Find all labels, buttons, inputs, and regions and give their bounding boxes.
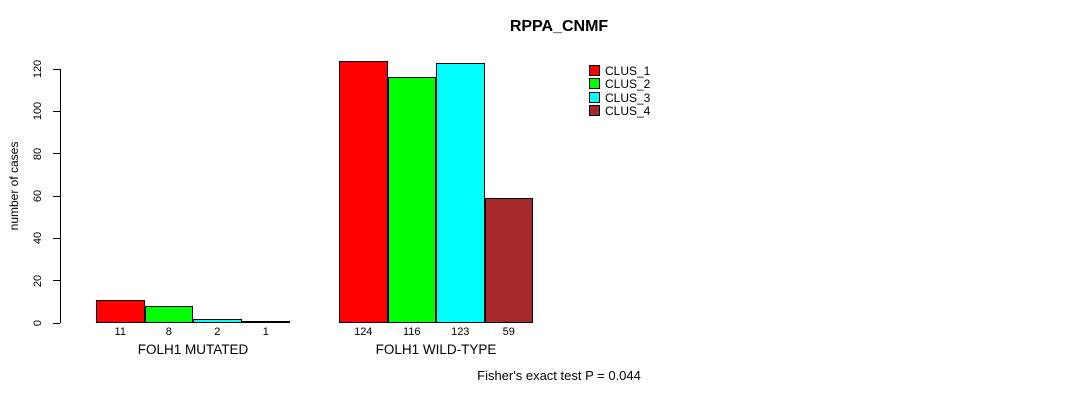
bar-value-label: 11 [114, 326, 126, 338]
group-label: FOLH1 MUTATED [137, 342, 249, 357]
bar-clus_4-folh1-wild-type [484, 198, 533, 323]
legend-swatch-clus_1 [589, 65, 600, 76]
legend-label-clus_4: CLUS_4 [605, 104, 651, 119]
y-axis-tick-label: 100 [32, 102, 44, 121]
legend-swatch-clus_3 [589, 91, 600, 103]
bar-value-label: 2 [214, 326, 221, 338]
y-axis-tick-label: 120 [32, 59, 44, 79]
bar-clus_3-folh1-wild-type [436, 62, 485, 323]
legend-label-clus_1: CLUS_1 [605, 64, 651, 78]
y-axis-tick [53, 153, 60, 155]
bar-value-label: 1 [262, 326, 269, 338]
bar-clus_4-folh1-mutated [241, 320, 290, 323]
bar-clus_1-folh1-wild-type [339, 60, 388, 323]
bar-clus_1-folh1-mutated [96, 299, 145, 323]
y-axis-tick [53, 68, 60, 70]
y-axis-tick-label: 80 [32, 147, 44, 160]
bar-value-label: 123 [451, 326, 470, 338]
bar-clus_2-folh1-mutated [144, 306, 193, 323]
bar-clus_2-folh1-wild-type [387, 77, 436, 323]
bar-value-label: 59 [502, 326, 515, 338]
y-axis-tick-label: 40 [32, 232, 44, 245]
bar-clus_3-folh1-mutated [193, 318, 242, 323]
y-axis-tick-label: 60 [32, 189, 44, 203]
y-axis-title: number of cases [7, 141, 21, 231]
y-axis-tick-label: 0 [32, 319, 44, 327]
bar-value-label: 8 [165, 326, 172, 338]
y-axis-tick [53, 195, 60, 197]
group-label: FOLH1 WILD-TYPE [375, 342, 497, 357]
legend-swatch-clus_4 [589, 105, 600, 117]
y-axis-line [60, 69, 61, 323]
legend-label-clus_2: CLUS_2 [605, 77, 651, 92]
legend-swatch-clus_2 [589, 78, 600, 90]
y-axis-tick [53, 237, 60, 239]
y-axis-tick-label: 20 [32, 274, 44, 287]
bar-value-label: 124 [354, 326, 373, 338]
y-axis-tick [53, 280, 60, 282]
y-axis-tick [53, 110, 60, 112]
fisher-test-annotation: Fisher's exact test P = 0.044 [477, 368, 641, 383]
chart-title: RPPA_CNMF [509, 18, 609, 35]
bar-value-label: 116 [402, 326, 421, 338]
y-axis-tick [53, 322, 60, 324]
legend-label-clus_3: CLUS_3 [605, 90, 651, 105]
